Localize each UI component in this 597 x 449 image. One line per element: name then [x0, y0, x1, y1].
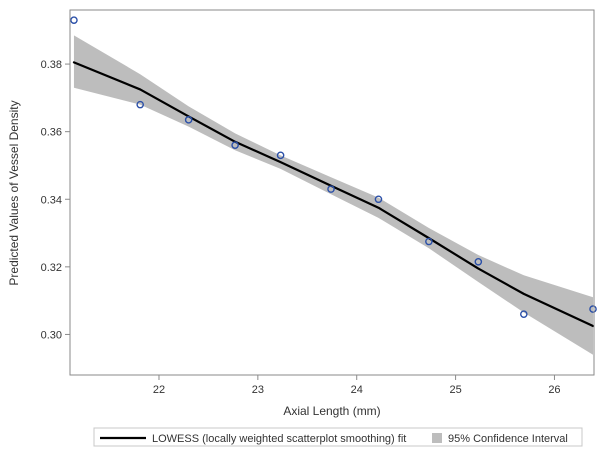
x-tick-label: 22: [153, 384, 165, 396]
scatter-point: [327, 185, 335, 193]
y-tick-label: 0.30: [41, 329, 62, 341]
y-tick-label: 0.38: [41, 59, 62, 71]
x-tick-label: 23: [252, 384, 264, 396]
scatter-point: [184, 116, 193, 124]
legend-lowess-label: LOWESS (locally weighted scatterplot smo…: [152, 433, 406, 445]
x-axis-label: Axial Length (mm): [283, 404, 380, 418]
scatter-point: [276, 151, 285, 160]
scatter-point: [520, 310, 528, 318]
scatter-point: [70, 16, 78, 24]
legend-ci-swatch: [432, 433, 442, 443]
scatter-point: [374, 195, 383, 204]
scatter-point: [589, 305, 597, 313]
x-tick-label: 24: [351, 384, 363, 396]
y-tick-label: 0.34: [41, 194, 62, 206]
y-tick-label: 0.36: [41, 127, 62, 139]
scatter-point: [474, 257, 483, 266]
y-axis-label: Predicted Values of Vessel Density: [7, 100, 21, 285]
legend-box: [93, 427, 583, 447]
scatter-point: [231, 141, 239, 149]
x-axis-ticks: 22 23 24 25 26: [153, 375, 561, 396]
scatter-point: [136, 100, 144, 109]
plot-frame: [69, 9, 595, 376]
x-tick-label: 25: [449, 384, 461, 396]
legend: LOWESS (locally weighted scatterplot smo…: [93, 427, 583, 447]
confidence-band: [73, 35, 594, 355]
confidence-band-layer: [73, 35, 594, 355]
scatter-point: [425, 237, 433, 246]
scatter-point-layer: [70, 16, 597, 318]
x-tick-label: 26: [548, 384, 560, 396]
y-axis-ticks: 0.30 0.32 0.34 0.36 0.38: [41, 59, 70, 341]
y-tick-label: 0.32: [41, 262, 62, 274]
legend-ci-label: 95% Confidence Interval: [448, 433, 568, 445]
